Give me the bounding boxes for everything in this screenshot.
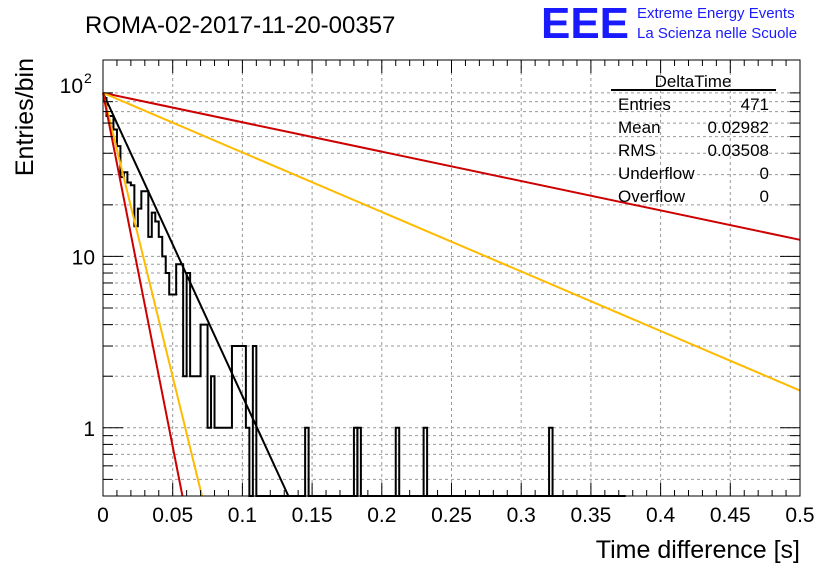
stats-row-value: 471: [741, 95, 769, 114]
x-tick-label: 0.15: [292, 504, 333, 527]
histogram-spike: [352, 426, 359, 496]
stats-title: DeltaTime: [655, 72, 732, 91]
stats-rows: Entries 471 Mean 0.02982 RMS 0.03508 Underflow…: [618, 95, 769, 206]
logo-mark: EEE: [541, 0, 629, 48]
stats-row-label: RMS: [618, 141, 656, 160]
y-tick-exponent: 2: [84, 70, 92, 86]
stats-row-value: 0.02982: [708, 118, 769, 137]
grid: [103, 60, 800, 497]
eee-logo: EEE Extreme Energy Events La Scienza nel…: [541, 0, 797, 48]
x-tick-label: 0.5: [785, 504, 814, 527]
histogram-spike: [548, 426, 554, 496]
x-tick-label: 0.3: [507, 504, 536, 527]
x-tick-label: 0: [97, 504, 109, 527]
stats-row-value: 0: [760, 187, 769, 206]
stats-row-label: Entries: [618, 95, 671, 114]
chart-title: ROMA-02-2017-11-20-00357: [85, 12, 395, 39]
x-tick-label: 0.25: [431, 504, 472, 527]
x-axis-label: Time difference [s]: [596, 536, 800, 564]
fit-line: [102, 92, 203, 497]
y-axis-label: Entries/bin: [11, 58, 39, 176]
stats-row-value: 0.03508: [708, 141, 769, 160]
x-tick-label: 0.45: [710, 504, 751, 527]
logo-line-2: La Scienza nelle Scuole: [637, 25, 797, 42]
x-tick-label: 0.2: [367, 504, 396, 527]
y-tick-label: 10: [72, 246, 95, 269]
x-tick-label: 0.4: [646, 504, 676, 527]
x-tick-label: 0.35: [570, 504, 611, 527]
fit-line: [102, 92, 184, 497]
y-tick-label: 10: [60, 75, 83, 98]
fit-line: [102, 92, 290, 497]
x-tick-label: 0.1: [228, 504, 257, 527]
fit-line: [102, 91, 801, 392]
fit-lines: [102, 91, 801, 497]
y-tick-label: 1: [83, 418, 95, 441]
axis-ticks: [102, 60, 801, 497]
stats-row-label: Underflow: [618, 164, 695, 183]
stats-row-label: Mean: [618, 118, 661, 137]
tick-labels: 0 0.05 0.1 0.15 0.2 0.25 0.3 0.35 0.4 0.45 0.5 1 10 1…: [60, 70, 815, 527]
stats-row-label: Overflow: [618, 187, 686, 206]
logo-line-1: Extreme Energy Events: [637, 5, 795, 22]
stats-row-value: 0: [760, 164, 769, 183]
stats-box: DeltaTime Entries 471 Mean 0.02982 RMS 0.0350…: [611, 72, 776, 206]
histogram-spike: [422, 426, 429, 496]
histogram-spike: [394, 426, 401, 496]
x-tick-label: 0.05: [152, 504, 193, 527]
fit-line: [102, 91, 801, 241]
